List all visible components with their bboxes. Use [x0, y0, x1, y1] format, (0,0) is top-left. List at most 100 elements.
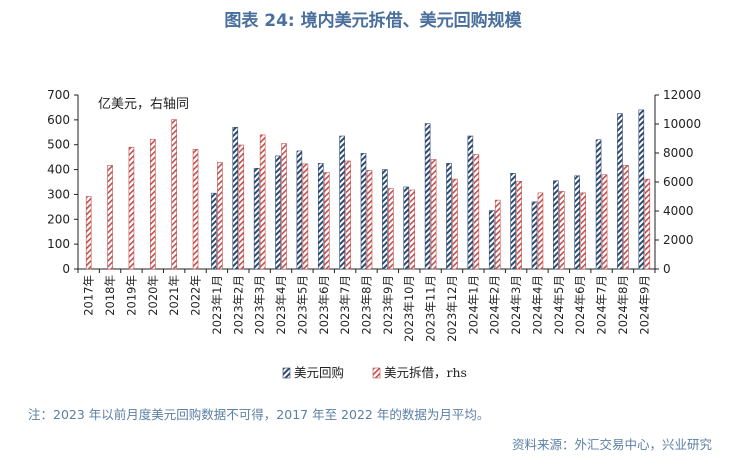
repo-bar — [317, 163, 324, 270]
repo-bar — [488, 210, 495, 270]
repo-bar — [467, 135, 474, 270]
repo-bar — [382, 169, 388, 270]
x-axis-tick-label: 2023年1月 — [210, 275, 224, 335]
chart-bars — [85, 109, 651, 270]
right-axis-tick-label: 2000 — [663, 233, 694, 247]
x-axis-tick-label: 2019年 — [124, 275, 138, 316]
x-axis-tick-label: 2024年9月 — [637, 275, 651, 335]
source-credit: 资料来源：外汇交易中心，兴业研究 — [511, 437, 712, 452]
x-axis-tick-label: 2023年3月 — [253, 275, 267, 335]
repo-bar — [339, 135, 345, 270]
bar-chart: 0 100 200 300 400 500 600 700 0 2000 4000 6000 8000 1… — [47, 88, 701, 380]
left-axis-tick-label: 400 — [47, 163, 70, 177]
lending-bar — [128, 146, 135, 270]
x-axis-tick-label: 2024年2月 — [488, 275, 502, 335]
repo-bar — [424, 123, 431, 270]
x-axis-tick-label: 2023年7月 — [338, 275, 352, 335]
repo-bar — [403, 186, 410, 270]
lending-bar — [623, 165, 629, 270]
lending-bar — [107, 165, 113, 270]
lending-bar — [644, 178, 651, 270]
lending-bar — [323, 172, 330, 270]
repo-bar — [446, 163, 452, 270]
repo-bar — [296, 150, 303, 270]
x-axis-tick-label: 2023年11月 — [424, 275, 438, 342]
lending-bar — [430, 159, 437, 270]
lending-bar — [259, 134, 266, 270]
left-axis-tick-label: 500 — [47, 138, 70, 152]
x-axis-tick-label: 2023年8月 — [360, 275, 374, 335]
legend-label-lending: 美元拆借，rhs — [384, 365, 467, 380]
x-axis-tick-label: 2024年6月 — [573, 275, 587, 335]
lending-bar — [409, 189, 416, 270]
x-axis-tick-label: 2021年 — [167, 275, 181, 316]
left-axis-tick-label: 100 — [47, 237, 70, 251]
lending-bar — [302, 163, 309, 270]
right-axis-tick-label: 10000 — [663, 117, 701, 131]
x-axis-tick-label: 2023年10月 — [402, 275, 416, 342]
x-axis-tick-label: 2024年7月 — [595, 275, 609, 335]
x-axis-tick-label: 2023年2月 — [231, 275, 245, 335]
lending-bar — [238, 144, 245, 270]
left-axis-tick-label: 0 — [62, 262, 70, 276]
x-axis-tick-label: 2023年9月 — [381, 275, 395, 335]
x-axis-tick-label: 2018年 — [103, 275, 117, 316]
repo-bar — [275, 155, 281, 270]
repo-bar — [531, 201, 538, 270]
x-axis-tick-label: 2023年12月 — [445, 275, 459, 342]
chart-axes — [74, 94, 659, 273]
lending-bar — [494, 199, 501, 270]
lending-bar — [85, 196, 92, 270]
x-axis-tick-label: 2024年5月 — [552, 275, 566, 335]
x-axis-tick-label: 2020年 — [146, 275, 160, 316]
lending-bar — [149, 138, 156, 270]
repo-bar — [510, 173, 516, 270]
x-axis-tick-label: 2023年6月 — [317, 275, 331, 335]
lending-bar — [281, 143, 287, 270]
chart-legend: 美元回购 美元拆借，rhs — [282, 365, 467, 380]
left-axis-tick-label: 300 — [47, 187, 70, 201]
x-axis-tick-label: 2024年4月 — [530, 275, 544, 335]
x-axis-tick-label: 2022年 — [189, 275, 203, 316]
lending-bar — [452, 178, 458, 270]
repo-bar — [253, 168, 260, 270]
left-axis-tick-label: 700 — [47, 88, 70, 102]
lending-bar — [345, 160, 351, 270]
right-axis-tick-label: 8000 — [663, 146, 694, 160]
legend-swatch-lending — [372, 367, 381, 379]
right-axis-tick-label: 6000 — [663, 175, 694, 189]
lending-bar — [601, 174, 608, 270]
lending-bar — [580, 192, 587, 270]
left-axis-tick-label: 200 — [47, 212, 70, 226]
x-axis-tick-label: 2023年4月 — [274, 275, 288, 335]
lending-bar — [388, 188, 394, 270]
right-axis-tick-label: 0 — [663, 262, 671, 276]
legend-swatch-repo — [282, 367, 291, 379]
right-axis-tick-label: 12000 — [663, 88, 701, 102]
repo-bar — [360, 153, 367, 270]
unit-annotation: 亿美元，右轴同 — [98, 97, 189, 112]
lending-bar — [537, 192, 544, 270]
left-axis-tick-label: 600 — [47, 113, 70, 127]
lending-bar — [192, 149, 199, 270]
right-axis-tick-label: 4000 — [663, 204, 694, 218]
x-axis-tick-label: 2017年 — [82, 275, 96, 316]
repo-bar — [617, 113, 623, 270]
chart-tick-labels: 0 100 200 300 400 500 600 700 0 2000 4000 6000 8000 1… — [47, 88, 701, 342]
lending-bar — [516, 180, 522, 270]
lending-bar — [366, 170, 373, 270]
repo-bar — [595, 139, 602, 270]
repo-bar — [553, 180, 559, 270]
x-axis-tick-label: 2024年8月 — [616, 275, 630, 335]
x-axis-tick-label: 2023年5月 — [295, 275, 309, 335]
lending-bar — [559, 191, 565, 270]
lending-bar — [171, 119, 177, 270]
x-axis-tick-label: 2024年3月 — [509, 275, 523, 335]
repo-bar — [232, 127, 239, 270]
lending-bar — [473, 154, 480, 270]
repo-bar — [211, 192, 217, 270]
chart-title: 图表 24: 境内美元拆借、美元回购规模 — [224, 11, 522, 31]
repo-bar — [574, 175, 581, 270]
lending-bar — [217, 162, 223, 270]
repo-bar — [638, 109, 645, 270]
